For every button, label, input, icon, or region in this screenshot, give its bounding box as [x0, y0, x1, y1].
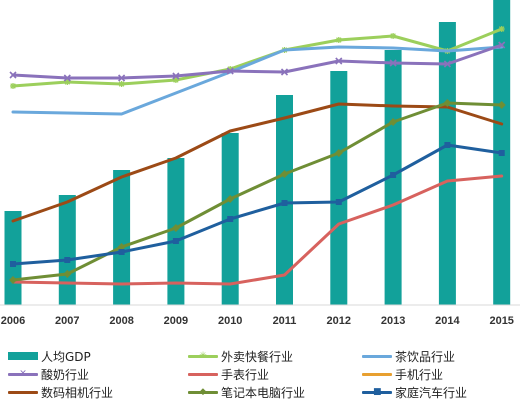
marker [334, 149, 343, 157]
series-line [11, 143, 504, 266]
marker [498, 41, 506, 49]
marker [172, 77, 179, 83]
legend: 人均GDP ✳ 外卖快餐行业 茶饮品行业 ✕ 酸奶行业 手表行业 手机行业 数码… [0, 340, 520, 407]
series-line [11, 102, 504, 223]
marker [335, 199, 342, 205]
marker [118, 74, 126, 82]
marker [443, 60, 451, 68]
marker [280, 170, 289, 178]
legend-item-phone: 手机行业 [362, 365, 443, 383]
bar [4, 211, 22, 305]
x-tick-label: 2007 [55, 315, 79, 327]
series-line [11, 101, 504, 282]
marker [281, 200, 288, 206]
legend-label: 茶饮品行业 [395, 349, 456, 364]
marker [498, 150, 505, 156]
x-tick-label: 2011 [273, 315, 297, 327]
marker [444, 142, 451, 148]
legend-swatch-line: ■ [362, 386, 392, 398]
legend-swatch-bar [8, 352, 38, 360]
marker [64, 79, 71, 85]
marker [443, 99, 452, 107]
legend-item-watch: 手表行业 [188, 365, 269, 383]
marker [63, 270, 72, 278]
legend-swatch-line: ✳ [188, 350, 218, 362]
legend-item-camera: 数码相机行业 [8, 383, 113, 401]
marker [9, 71, 17, 79]
legend-swatch-line [8, 386, 38, 398]
legend-label: 手机行业 [395, 367, 444, 382]
x-tick-label: 2013 [381, 315, 405, 327]
marker [389, 59, 397, 67]
x-tick-label: 2014 [435, 315, 460, 327]
x-tick-label: 2006 [1, 315, 25, 327]
marker [63, 74, 71, 82]
legend-swatch-line [362, 350, 392, 362]
bar [330, 71, 348, 305]
bar [58, 195, 76, 305]
marker [498, 26, 505, 32]
marker [118, 81, 125, 87]
x-tick-label: 2009 [164, 315, 188, 327]
legend-label: 人均GDP [41, 349, 91, 364]
legend-item-tea: 茶饮品行业 [362, 347, 455, 365]
legend-swatch-line [362, 368, 392, 380]
legend-item-takeout: ✳ 外卖快餐行业 [188, 347, 293, 365]
legend-label: 外卖快餐行业 [221, 349, 294, 364]
legend-item-yogurt: ✕ 酸奶行业 [8, 365, 89, 383]
legend-item-laptop: ◆ 笔记本电脑行业 [188, 383, 305, 401]
x-tick-label: 2008 [109, 315, 133, 327]
marker [227, 66, 234, 72]
legend-swatch-line [188, 368, 218, 380]
marker [10, 261, 16, 267]
marker [335, 57, 343, 65]
marker [389, 118, 398, 126]
legend-swatch-line: ✕ [8, 368, 38, 380]
x-tick-label: 2015 [489, 315, 513, 327]
marker [226, 67, 234, 75]
marker [64, 257, 71, 263]
legend-label: 手表行业 [221, 367, 270, 382]
marker [10, 83, 16, 89]
marker [172, 72, 180, 80]
series-line [11, 43, 504, 80]
legend-item-per-capita-gdp: 人均GDP [8, 347, 91, 365]
marker [171, 224, 180, 232]
legend-item-car: ■ 家庭汽车行业 [362, 383, 467, 401]
x-tick-label: 2010 [218, 315, 242, 327]
marker [390, 172, 397, 178]
legend-swatch-line: ◆ [188, 386, 218, 398]
legend-label: 酸奶行业 [41, 367, 90, 382]
marker [226, 195, 235, 203]
legend-label: 家庭汽车行业 [395, 385, 468, 400]
marker [9, 276, 17, 284]
marker [172, 238, 179, 244]
bar [113, 170, 131, 305]
marker [118, 249, 125, 255]
legend-label: 数码相机行业 [41, 385, 114, 400]
x-tick-label: 2012 [327, 315, 351, 327]
bar [438, 22, 456, 305]
marker [280, 68, 289, 76]
marker [227, 216, 234, 222]
series-line [11, 174, 504, 286]
marker [335, 37, 342, 43]
marker [390, 33, 397, 39]
marker [497, 101, 506, 109]
legend-label: 笔记本电脑行业 [221, 385, 306, 400]
series-line [11, 45, 504, 116]
